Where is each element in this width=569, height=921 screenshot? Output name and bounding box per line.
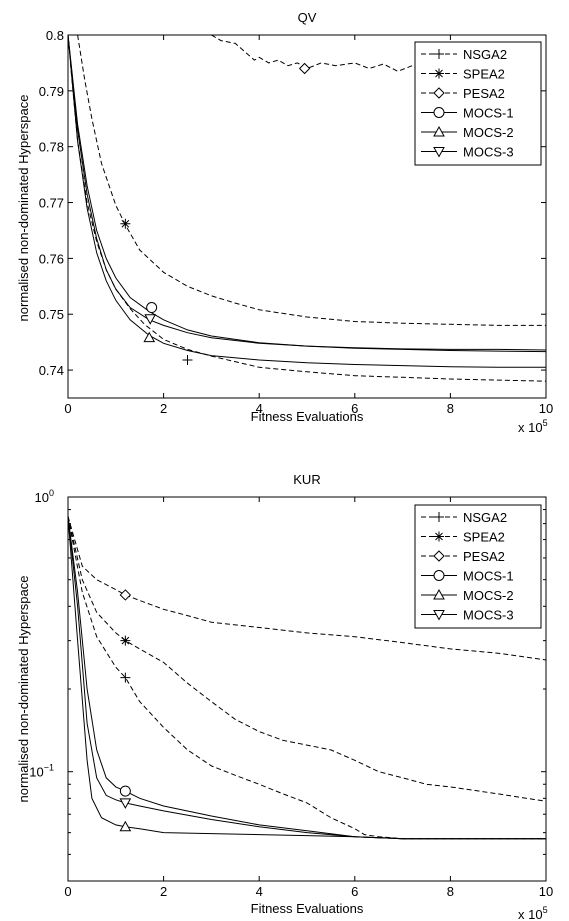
legend-marker (433, 107, 445, 118)
x-tick-label: 8 (447, 884, 454, 899)
y-tick-label: 0.75 (39, 307, 64, 322)
legend-marker (434, 49, 444, 59)
x-axis-label: Fitness Evaluations (251, 409, 364, 424)
legend-label: PESA2 (463, 86, 505, 101)
legend-marker (433, 550, 445, 562)
legend-label: MOCS-2 (463, 588, 514, 603)
marker-nsga2 (182, 355, 193, 366)
x-multiplier: x 105 (518, 905, 548, 921)
marker-mocs-2 (143, 331, 156, 343)
legend-item-mocs-2: MOCS-2 (421, 125, 514, 140)
y-tick-label: 0.77 (39, 196, 64, 211)
legend-marker (433, 588, 445, 600)
legend-label: NSGA2 (463, 510, 507, 525)
y-tick-label: 10−1 (29, 763, 54, 780)
x-multiplier: x 105 (518, 418, 548, 435)
y-tick-label: 0.78 (39, 140, 64, 155)
legend-box (414, 504, 542, 629)
legend-label: PESA2 (463, 549, 505, 564)
marker-mocs-3 (119, 798, 132, 809)
y-tick-label: 0.76 (39, 251, 64, 266)
x-tick-label: 2 (160, 884, 167, 899)
chart-kur: KUR 0 2 4 6 8 10 10−1 100 Fitness Evaluations n… (16, 472, 553, 921)
legend-item-spea2: SPEA2 (421, 530, 505, 545)
marker-pesa2 (119, 589, 132, 601)
legend-label: SPEA2 (463, 67, 505, 82)
legend-label: MOCS-1 (463, 569, 514, 584)
legend-marker (433, 570, 445, 581)
axes-frame (67, 34, 547, 399)
legend-label: MOCS-2 (463, 125, 514, 140)
legend-item-mocs-1: MOCS-1 (421, 569, 514, 584)
plot-area: 0 2 4 6 8 10 10−1 100 (29, 488, 553, 899)
x-tick-label: 6 (351, 884, 358, 899)
chart-qv: QV 0 2 4 6 8 10 0.74 0.75 0.76 0.77 0.78 0.79 0.8 Fi… (16, 10, 553, 435)
chart-title: KUR (293, 472, 320, 487)
legend-marker (434, 68, 444, 79)
legend-item-mocs-3: MOCS-3 (421, 608, 514, 623)
y-axis-label: normalised non-dominated Hyperspace (16, 95, 31, 322)
legend-item-nsga2: NSGA2 (421, 47, 507, 62)
x-tick-label: 4 (256, 401, 263, 416)
legend-item-mocs-3: MOCS-3 (421, 145, 514, 160)
marker-pesa2 (298, 62, 311, 75)
legend-item-spea2: SPEA2 (421, 67, 505, 82)
series-line-pesa2 (211, 35, 441, 78)
plot-area: 0 2 4 6 8 10 0.74 0.75 0.76 0.77 0.78 0.79 0.8 (39, 28, 554, 416)
x-tick-label: 6 (351, 401, 358, 416)
legend-marker (434, 512, 444, 522)
series-line-mocs-1 (68, 35, 546, 353)
series-line-spea2 (77, 35, 546, 326)
legend-marker (433, 610, 445, 621)
legend-item-pesa2: PESA2 (421, 549, 505, 564)
legend-label: SPEA2 (463, 530, 505, 545)
series-line-spea2 (68, 516, 546, 802)
marker-spea2 (120, 218, 131, 229)
marker-mocs-2 (119, 820, 132, 832)
series-line-pesa2 (68, 516, 546, 661)
marker-nsga2 (120, 672, 131, 683)
legend-label: MOCS-1 (463, 106, 514, 121)
x-tick-label: 0 (64, 401, 71, 416)
legend-item-pesa2: PESA2 (421, 86, 505, 101)
series-line-mocs-3 (68, 35, 546, 351)
legend-label: NSGA2 (463, 47, 507, 62)
legend-label: MOCS-3 (463, 145, 514, 160)
marker-mocs-1 (146, 302, 158, 314)
legend-item-mocs-2: MOCS-2 (421, 588, 514, 603)
marker-mocs-1 (119, 785, 131, 797)
legend-label: MOCS-3 (463, 608, 514, 623)
legend-item-nsga2: NSGA2 (421, 510, 507, 525)
legend-marker (433, 125, 445, 137)
legend-item-mocs-1: MOCS-1 (421, 106, 514, 121)
legend: NSGA2 SPEA2 PESA2 MOCS-1 MOCS-2 MOCS-3 (414, 504, 542, 629)
chart-title: QV (298, 10, 317, 25)
x-tick-label: 0 (64, 884, 71, 899)
marker-spea2 (120, 635, 131, 646)
y-tick-label: 100 (35, 488, 54, 505)
x-tick-label: 2 (160, 401, 167, 416)
x-tick-label: 10 (539, 884, 553, 899)
y-tick-label: 0.74 (39, 363, 64, 378)
y-tick-label: 0.8 (46, 28, 64, 43)
series-line-mocs-2 (68, 35, 546, 368)
series-line-mocs-3 (68, 516, 546, 840)
legend-marker (434, 531, 444, 542)
legend: NSGA2 SPEA2 PESA2 MOCS-1 MOCS-2 MOCS-3 (414, 41, 542, 166)
x-tick-label: 8 (447, 401, 454, 416)
y-axis-label: normalised non-dominated Hyperspace (16, 576, 31, 803)
marker-mocs-3 (144, 314, 157, 325)
legend-marker (433, 147, 445, 158)
x-tick-label: 4 (256, 884, 263, 899)
y-tick-label: 0.79 (39, 84, 64, 99)
x-axis-label: Fitness Evaluations (251, 901, 364, 916)
x-tick-label: 10 (539, 401, 553, 416)
series-lines (68, 516, 546, 840)
legend-box (414, 41, 542, 166)
legend-marker (433, 87, 445, 99)
series-line-nsga2 (69, 62, 546, 382)
